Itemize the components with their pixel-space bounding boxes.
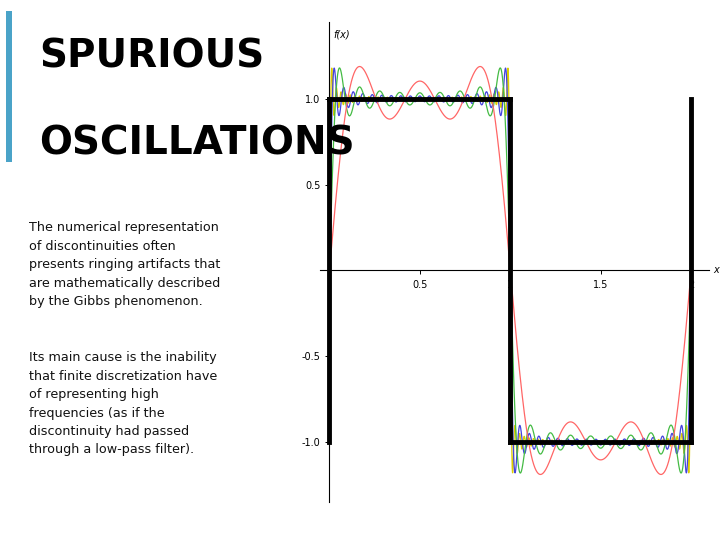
Text: Its main cause is the inability
that finite discretization have
of representing : Its main cause is the inability that fin… [29, 351, 217, 456]
Text: f(x): f(x) [333, 29, 350, 39]
Text: x: x [713, 266, 719, 275]
Text: SPURIOUS: SPURIOUS [40, 38, 265, 76]
Text: OSCILLATIONS: OSCILLATIONS [40, 124, 355, 162]
Text: The numerical representation
of discontinuities often
presents ringing artifacts: The numerical representation of disconti… [29, 221, 220, 308]
